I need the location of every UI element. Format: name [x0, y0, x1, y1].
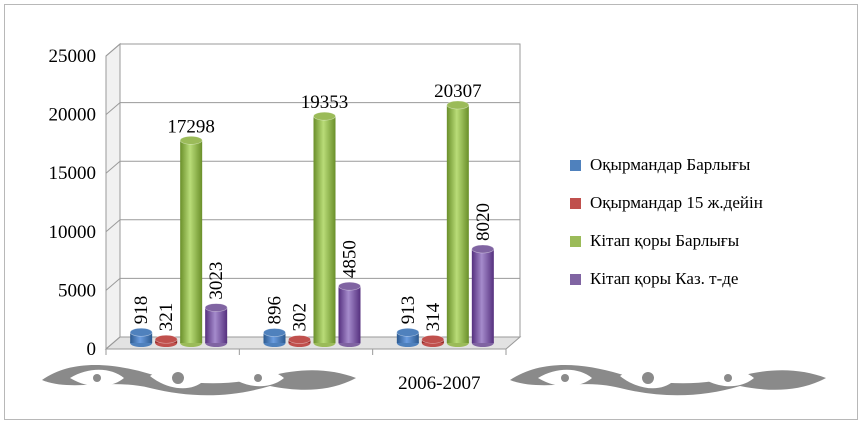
chart-frame [4, 4, 858, 420]
bar [129, 327, 153, 347]
bar [421, 335, 445, 347]
bar [288, 335, 311, 347]
data-label: 913 [398, 296, 419, 325]
bar-top [129, 327, 153, 337]
bar-body [446, 105, 469, 344]
bar-body [205, 307, 228, 343]
gridline-side [105, 219, 121, 233]
bar [446, 100, 470, 347]
data-label: 17298 [167, 116, 215, 137]
bar-top [313, 111, 336, 121]
y-tick-label: 20000 [49, 105, 97, 126]
legend-label: Оқырмандар 15 ж.дейін [590, 193, 763, 212]
data-label: 4850 [340, 240, 361, 278]
bar-top [288, 335, 311, 344]
bar-body [180, 140, 203, 343]
bar-top [446, 100, 470, 110]
bar-body [338, 286, 361, 343]
bar-body [471, 249, 494, 343]
ornament-right [510, 364, 826, 396]
bar-top [204, 303, 228, 312]
bar [263, 328, 286, 347]
bar [154, 334, 178, 347]
bar-body [313, 116, 336, 344]
y-axis-ticks: 0 5000 10000 15000 20000 25000 [49, 46, 97, 360]
bar-top [263, 328, 286, 337]
legend-item: Оқырмандар 15 ж.дейін [570, 184, 763, 222]
legend-label: Кітап қоры Каз. т-де [590, 269, 739, 288]
legend-label: Кітап қоры Барлығы [590, 231, 740, 250]
x-axis-ticks: 2006-2007 [105, 349, 507, 394]
data-label: 918 [131, 296, 152, 325]
bar-body [263, 332, 286, 343]
gridline-side [105, 336, 121, 350]
bar-top [471, 244, 495, 254]
legend: Оқырмандар Барлығы Оқырмандар 15 ж.дейін К… [570, 146, 763, 298]
bar-top [338, 281, 361, 291]
bars [129, 100, 495, 347]
bar [396, 327, 420, 347]
bar-top [421, 335, 445, 344]
gridline-side [105, 278, 121, 291]
ornament-left [42, 364, 356, 396]
data-label: 8020 [473, 203, 494, 241]
y-tick-label: 5000 [58, 280, 96, 301]
gridline-side [105, 43, 121, 57]
gridline-side [105, 160, 121, 174]
bar [471, 244, 495, 347]
legend-item: Оқырмандар Барлығы [570, 146, 763, 184]
y-tick-label: 15000 [49, 163, 97, 184]
y-tick-label: 10000 [49, 222, 97, 243]
legend-swatch [570, 235, 581, 247]
data-labels: 918 321 17298 3023 896 302 19353 4850 913 314 2030… [131, 81, 494, 331]
legend-swatch [570, 273, 581, 285]
gridline-side [105, 102, 121, 115]
legend-label: Оқырмандар Барлығы [590, 155, 751, 174]
bar-body [396, 332, 419, 343]
data-label: 302 [290, 303, 311, 332]
data-label: 314 [423, 302, 444, 331]
data-label: 896 [265, 296, 286, 325]
bar [204, 303, 228, 347]
data-label: 19353 [301, 92, 349, 113]
x-tick-label: 2006-2007 [398, 373, 480, 394]
data-label: 20307 [434, 81, 482, 102]
y-tick-label: 25000 [49, 46, 97, 67]
bar-body [130, 332, 153, 343]
y-tick-label: 0 [87, 339, 97, 360]
data-label: 3023 [206, 262, 227, 300]
bar [313, 111, 336, 347]
data-label: 321 [156, 303, 177, 332]
side-wall [105, 42, 121, 351]
bar-top [179, 135, 203, 145]
legend-item: Кітап қоры Барлығы [570, 222, 763, 260]
bar-top [154, 334, 178, 344]
bar [179, 135, 203, 347]
legend-swatch [570, 159, 581, 171]
legend-swatch [570, 197, 581, 209]
bar [338, 281, 361, 347]
bar-top [396, 327, 420, 337]
legend-item: Кітап қоры Каз. т-де [570, 260, 763, 298]
